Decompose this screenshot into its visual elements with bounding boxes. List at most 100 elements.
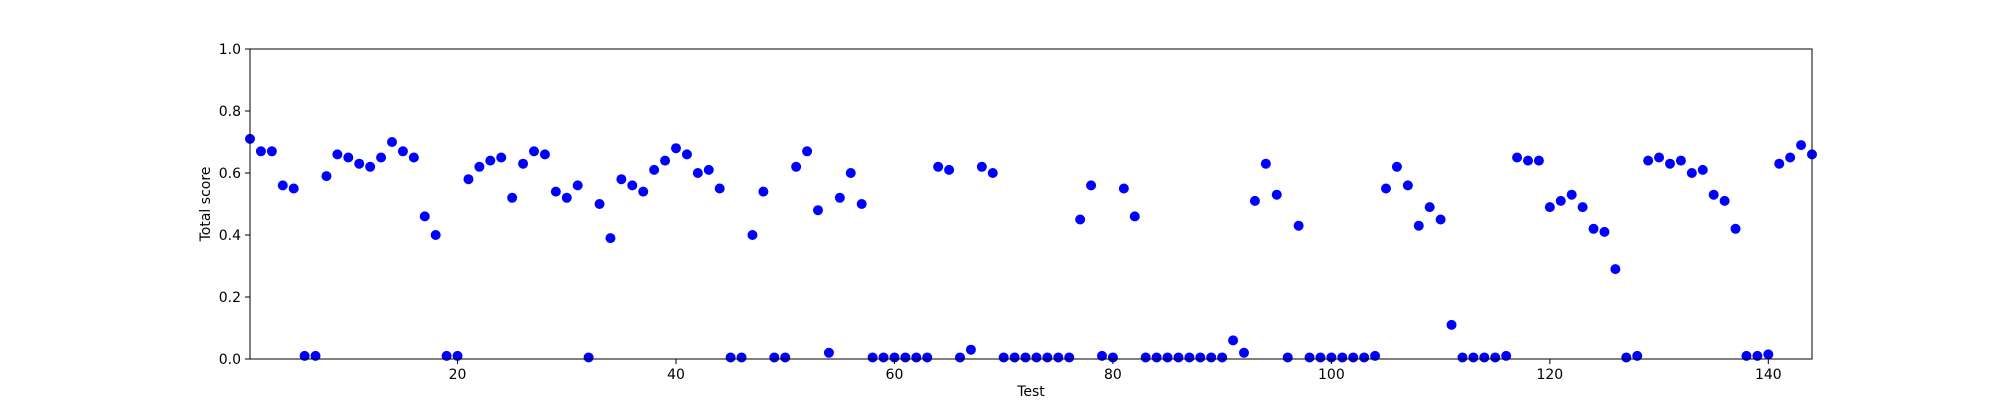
data-point: [965, 344, 976, 355]
data-point: [802, 146, 813, 157]
data-point: [1184, 352, 1195, 363]
data-point: [1293, 220, 1304, 231]
data-point: [1097, 350, 1107, 361]
x-axis: 20 40 60 80 100 120 140: [449, 359, 1782, 383]
data-point: [561, 192, 572, 203]
data-point: [1457, 352, 1468, 363]
data-point: [1675, 155, 1686, 166]
data-point: [1020, 352, 1031, 363]
data-point: [1151, 352, 1162, 363]
data-point: [813, 205, 823, 216]
data-point: [321, 171, 332, 182]
data-point: [485, 155, 496, 166]
data-point: [889, 352, 900, 363]
data-point: [660, 155, 671, 166]
data-point: [474, 161, 485, 172]
data-point: [1785, 152, 1796, 163]
data-point: [1643, 155, 1654, 166]
data-point: [758, 186, 769, 197]
data-point: [649, 164, 660, 175]
data-point: [987, 168, 998, 178]
data-point: [1381, 183, 1391, 194]
data-point: [539, 149, 550, 160]
data-point: [1796, 140, 1807, 151]
data-point: [703, 164, 714, 175]
data-point: [1730, 223, 1741, 234]
data-point: [736, 352, 747, 363]
data-point: [387, 137, 397, 147]
x-tick-label: 120: [1536, 367, 1563, 383]
data-point: [310, 350, 321, 361]
y-tick-label: 0.6: [219, 166, 241, 182]
data-point: [288, 183, 299, 194]
data-point: [1544, 202, 1555, 213]
data-point: [1118, 183, 1129, 194]
data-point: [1086, 180, 1097, 191]
data-point: [277, 180, 288, 191]
x-tick-label: 100: [1318, 367, 1345, 383]
data-point: [944, 164, 955, 175]
data-point: [376, 152, 387, 163]
data-point: [976, 161, 987, 172]
data-point: [1632, 350, 1643, 361]
data-point: [1555, 195, 1566, 206]
y-tick-label: 1.0: [219, 42, 241, 58]
data-point: [594, 199, 605, 209]
data-point: [878, 352, 889, 363]
data-point: [1446, 319, 1457, 330]
data-point: [1479, 352, 1490, 363]
data-point: [1260, 158, 1271, 169]
data-point: [1304, 352, 1315, 363]
data-point: [1719, 195, 1730, 206]
data-point: [1064, 352, 1075, 363]
data-point: [780, 352, 791, 363]
data-point: [692, 168, 703, 178]
data-point: [1741, 350, 1752, 361]
data-point: [1566, 189, 1577, 200]
data-point: [1435, 214, 1446, 225]
data-point: [1599, 226, 1610, 237]
data-point: [1053, 352, 1064, 363]
data-point: [1359, 352, 1370, 363]
data-point: [419, 211, 430, 222]
data-points: [245, 133, 1817, 363]
x-tick-label: 40: [667, 367, 685, 383]
data-point: [365, 161, 376, 172]
data-point: [1348, 352, 1359, 363]
data-point: [1413, 220, 1424, 231]
data-point: [1228, 335, 1239, 346]
data-point: [343, 152, 354, 163]
data-point: [714, 183, 725, 194]
data-point: [922, 352, 933, 363]
data-point: [1140, 352, 1151, 363]
plot-frame: [249, 48, 1813, 360]
data-point: [1326, 352, 1337, 363]
data-point: [354, 158, 365, 169]
data-point: [1774, 158, 1785, 169]
data-point: [845, 168, 856, 178]
data-point: [1009, 352, 1020, 363]
data-point: [463, 174, 474, 185]
data-point: [616, 174, 627, 185]
data-point: [955, 352, 965, 363]
data-point: [747, 230, 758, 240]
data-point: [255, 146, 266, 157]
data-point: [397, 146, 408, 157]
data-point: [299, 350, 310, 361]
data-point: [1315, 352, 1326, 363]
data-point: [507, 192, 518, 203]
data-point: [1271, 189, 1282, 200]
data-point: [529, 146, 539, 157]
data-point: [1424, 202, 1435, 213]
x-tick-label: 140: [1755, 367, 1782, 383]
data-point: [1588, 223, 1599, 234]
y-axis-title: Total score: [198, 167, 214, 243]
data-point: [1621, 352, 1632, 363]
x-tick-label: 80: [1104, 367, 1122, 383]
data-point: [1654, 152, 1665, 163]
data-point: [671, 143, 681, 154]
data-point: [1162, 352, 1173, 363]
y-tick-label: 0.8: [219, 104, 241, 120]
data-point: [1402, 180, 1413, 191]
data-point: [834, 192, 845, 203]
